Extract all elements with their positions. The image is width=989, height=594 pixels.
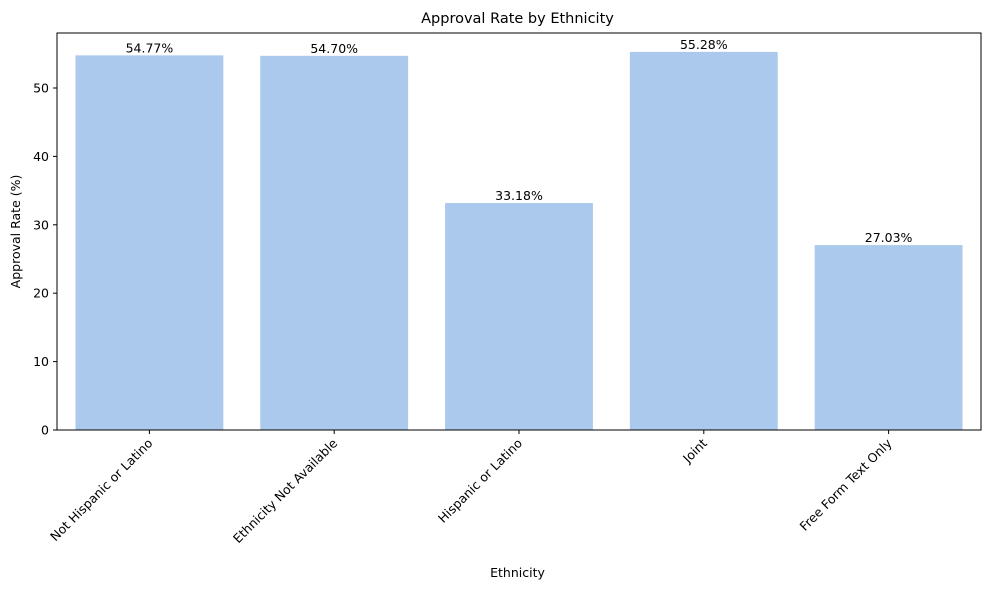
- bar: [260, 55, 409, 430]
- value-labels-layer: 54.77% 54.70% 33.18% 55.28% 27.03%: [126, 37, 913, 245]
- bar-value-label: 54.77%: [126, 40, 174, 55]
- bar: [445, 203, 593, 430]
- x-axis-ticks: Not Hispanic or Latino Ethnicity Not Avai…: [47, 430, 895, 546]
- x-axis-label: Ethnicity: [490, 565, 545, 580]
- bars-layer: [75, 51, 963, 431]
- y-tick-label: 40: [33, 149, 49, 164]
- x-tick-label: Joint: [679, 435, 710, 466]
- y-tick-label: 30: [33, 217, 49, 232]
- x-tick-label: Not Hispanic or Latino: [47, 436, 155, 544]
- y-tick-label: 0: [41, 423, 49, 438]
- y-axis-label: Approval Rate (%): [8, 175, 23, 289]
- bar-value-label: 33.18%: [495, 188, 543, 203]
- x-tick-label: Hispanic or Latino: [435, 436, 525, 526]
- y-axis-ticks: 0 10 20 30 40 50: [33, 80, 57, 438]
- y-tick-label: 10: [33, 354, 49, 369]
- bar: [629, 51, 778, 431]
- bar-value-label: 55.28%: [680, 37, 728, 52]
- bar-value-label: 27.03%: [865, 230, 913, 245]
- y-tick-label: 50: [33, 80, 49, 95]
- x-tick-label: Free Form Text Only: [797, 435, 896, 534]
- chart-title: Approval Rate by Ethnicity: [421, 11, 614, 27]
- bar: [75, 55, 224, 431]
- x-tick-label: Ethnicity Not Available: [230, 435, 341, 546]
- plot-frame: [56, 32, 982, 431]
- bar: [814, 245, 963, 430]
- y-tick-label: 20: [33, 286, 49, 301]
- bar-value-label: 54.70%: [310, 41, 358, 56]
